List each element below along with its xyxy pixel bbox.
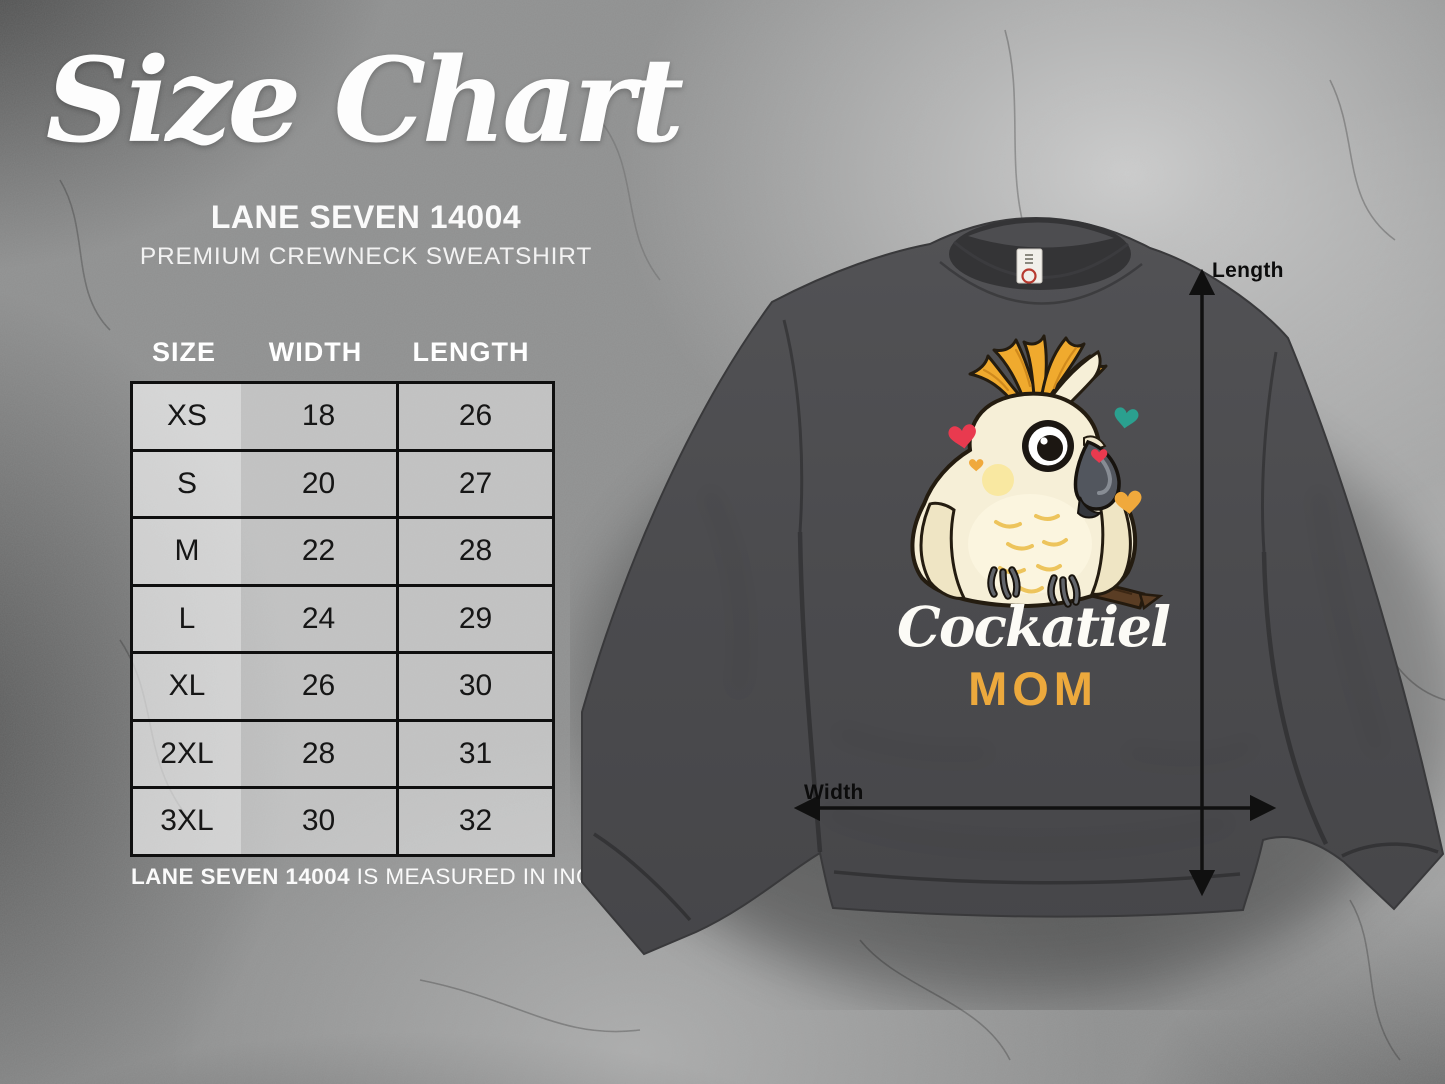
cell-size: M	[133, 519, 241, 584]
table-row: S 20 27	[133, 448, 552, 516]
table-row: M 22 28	[133, 516, 552, 584]
page-title: Size Chart	[45, 33, 684, 169]
cell-length: 27	[396, 451, 552, 516]
belly-feather-marks	[994, 514, 1068, 594]
cell-size: L	[133, 586, 241, 651]
cell-width: 20	[241, 451, 396, 516]
cell-width: 24	[241, 586, 396, 651]
column-header-length: LENGTH	[412, 337, 530, 367]
footnote-product: LANE SEVEN 14004	[131, 864, 350, 889]
claws	[987, 566, 1081, 608]
size-table: XS 18 26 S 20 27 M 22 28 L 24 29 XL 26 3…	[130, 381, 555, 857]
table-row: XL 26 30	[133, 651, 552, 719]
column-header-width: WIDTH	[268, 337, 363, 367]
cell-width: 26	[241, 654, 396, 719]
cell-width: 18	[241, 384, 396, 449]
column-header-size: SIZE	[151, 337, 216, 367]
cell-size: XS	[133, 384, 241, 449]
width-label: Width	[804, 781, 864, 804]
sweatshirt-mockup	[578, 217, 1445, 1010]
product-name: PREMIUM CREWNECK SWEATSHIRT	[139, 243, 593, 270]
product-code: LANE SEVEN 14004	[210, 199, 522, 235]
cell-width: 30	[241, 789, 396, 854]
cell-length: 32	[396, 789, 552, 854]
cell-size: XL	[133, 654, 241, 719]
cell-width: 22	[241, 519, 396, 584]
cell-width: 28	[241, 721, 396, 786]
beak	[1073, 435, 1121, 519]
cell-size: S	[133, 451, 241, 516]
left-wing	[919, 501, 967, 600]
cell-size: 3XL	[133, 789, 241, 854]
print-text-line2: MOM	[968, 662, 1098, 715]
table-row: 3XL 30 32	[133, 786, 552, 854]
cockatiel-print	[910, 334, 1164, 611]
table-row: 2XL 28 31	[133, 718, 552, 786]
brand-tag	[1016, 248, 1043, 284]
table-row: XS 18 26	[133, 384, 552, 449]
cell-size: 2XL	[133, 721, 241, 786]
cell-length: 31	[396, 721, 552, 786]
cheek-blush	[982, 464, 1014, 496]
cell-length: 26	[396, 384, 552, 449]
size-table-header: SIZE WIDTH LENGTH	[130, 337, 552, 368]
cell-length: 29	[396, 586, 552, 651]
print-text-line1: Cockatiel	[897, 594, 1171, 659]
eye	[1022, 420, 1074, 472]
length-label: Length	[1212, 259, 1284, 282]
cell-length: 28	[396, 519, 552, 584]
cell-length: 30	[396, 654, 552, 719]
table-row: L 24 29	[133, 583, 552, 651]
